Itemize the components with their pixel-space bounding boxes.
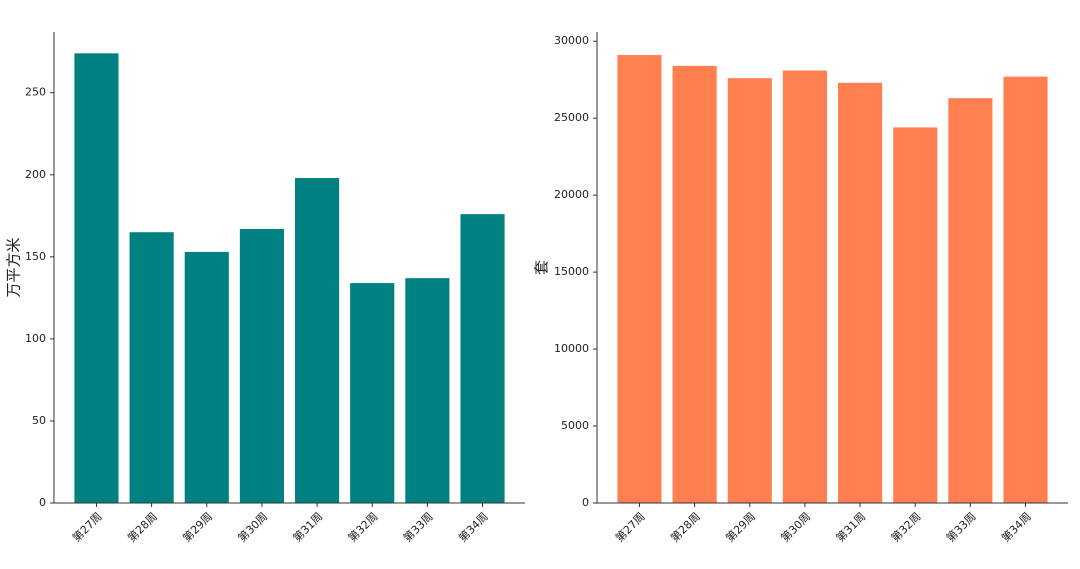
x-tick-label: 第33周 (943, 509, 978, 544)
bar (405, 278, 450, 503)
y-tick-label: 0 (39, 496, 46, 509)
y-tick-label: 0 (582, 496, 589, 509)
bar (948, 98, 993, 503)
bar (838, 82, 883, 503)
y-axis-label: 万平方米 (5, 237, 23, 297)
bar (617, 55, 662, 504)
x-tick-label: 第31周 (290, 509, 325, 544)
bar (727, 78, 772, 504)
x-tick-label: 第27周 (612, 509, 647, 544)
bar (129, 232, 174, 503)
x-tick-label: 第28周 (125, 509, 160, 544)
y-tick-label: 100 (25, 332, 46, 345)
bar (460, 214, 505, 503)
y-tick-label: 10000 (554, 342, 589, 355)
x-tick-label: 第27周 (69, 509, 104, 544)
x-tick-label: 第34周 (998, 509, 1033, 544)
x-tick-label: 第29周 (180, 509, 215, 544)
y-tick-label: 15000 (554, 265, 589, 278)
bar (184, 251, 229, 503)
x-tick-label: 第29周 (723, 509, 758, 544)
x-tick-label: 第28周 (668, 509, 703, 544)
y-tick-label: 50 (32, 414, 46, 427)
y-tick-label: 200 (25, 168, 46, 181)
y-tick-label: 150 (25, 250, 46, 263)
bar (74, 53, 119, 503)
x-tick-label: 第31周 (833, 509, 868, 544)
bar (782, 70, 827, 503)
y-tick-label: 5000 (561, 419, 589, 432)
x-tick-label: 第30周 (235, 509, 270, 544)
x-tick-label: 第34周 (455, 509, 490, 544)
x-tick-label: 第33周 (400, 509, 435, 544)
y-tick-label: 250 (25, 86, 46, 99)
x-tick-label: 第30周 (778, 509, 813, 544)
bar (1003, 76, 1048, 503)
x-tick-label: 第32周 (345, 509, 380, 544)
bar (295, 178, 340, 503)
y-axis-label: 套 (533, 260, 551, 275)
bar (893, 127, 938, 504)
y-tick-label: 30000 (554, 34, 589, 47)
x-tick-label: 第32周 (888, 509, 923, 544)
bar (672, 65, 717, 504)
y-tick-label: 25000 (554, 111, 589, 124)
bar (350, 283, 395, 503)
y-tick-label: 20000 (554, 188, 589, 201)
bar (239, 228, 284, 504)
